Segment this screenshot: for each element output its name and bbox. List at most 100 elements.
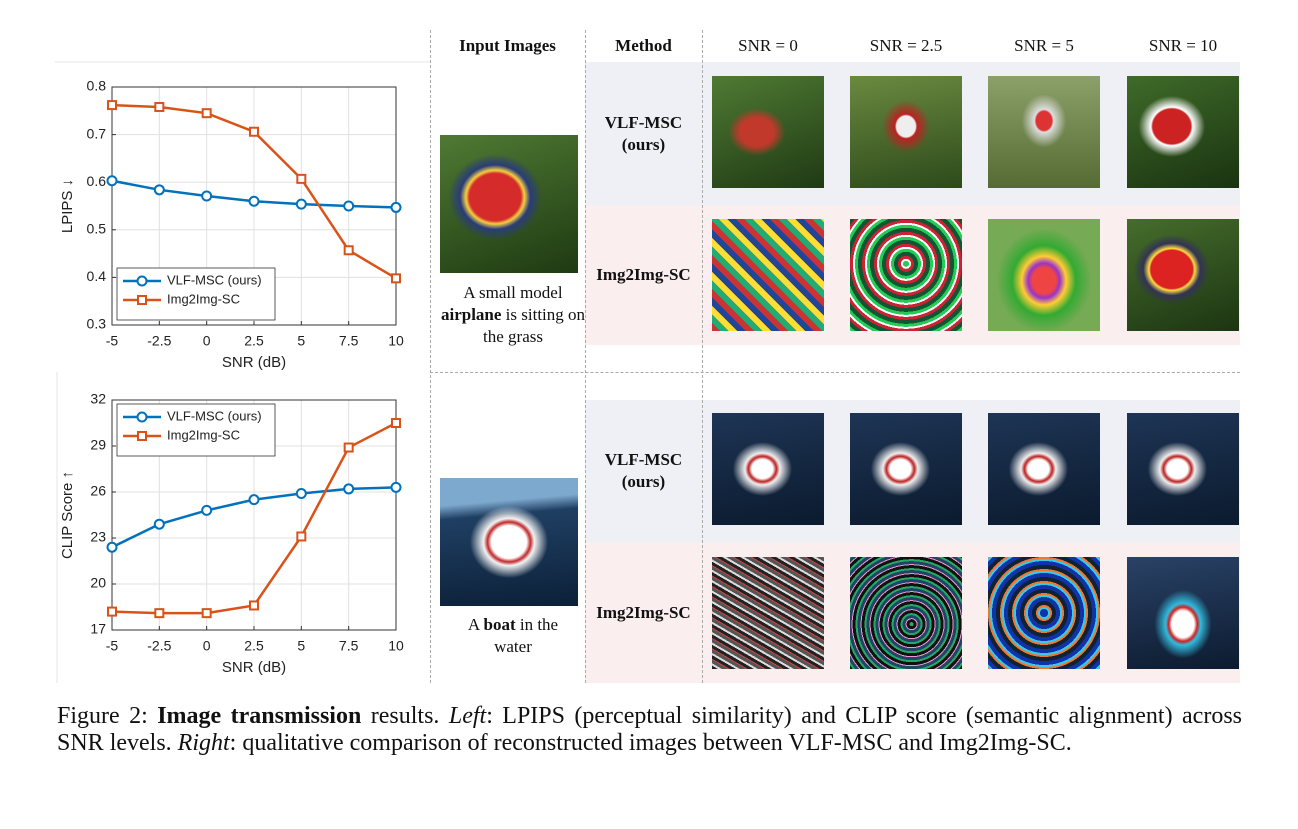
marker: [153, 184, 165, 196]
x-tick-label: -5: [106, 638, 119, 654]
legend: VLF-MSC (ours) Img2Img-SC: [116, 267, 276, 321]
caption-bold: Image transmission: [157, 703, 362, 729]
legend-label: Img2Img-SC: [167, 427, 240, 442]
marker: [295, 488, 307, 500]
caption-text: in the water: [494, 615, 559, 656]
x-tick-label: -5: [106, 333, 119, 349]
divider: [430, 372, 1240, 373]
x-tick-label: 7.5: [339, 333, 359, 349]
y-tick-label: 0.4: [87, 268, 107, 284]
x-tick-label: 7.5: [339, 638, 359, 654]
marker: [107, 606, 117, 617]
caption-italic: Left: [448, 703, 487, 729]
header: SNR = 5: [1014, 36, 1074, 55]
marker: [295, 198, 307, 210]
x-tick-label: 0: [203, 638, 211, 654]
method-cell: VLF-MSC (ours): [585, 62, 702, 205]
result-image: [988, 413, 1100, 525]
result-image: [1127, 413, 1239, 525]
y-tick-label: 0.3: [87, 316, 107, 332]
result-image: [850, 413, 962, 525]
x-tick-label: 10: [388, 333, 404, 349]
header: SNR = 10: [1148, 36, 1218, 55]
x-tick-label: 10: [388, 638, 404, 654]
legend-marker: [136, 411, 148, 423]
plot-frame: [111, 399, 397, 631]
input-image: [440, 135, 578, 273]
marker: [201, 190, 213, 202]
header: SNR = 0: [738, 36, 798, 55]
result-image: [850, 76, 962, 188]
marker: [154, 101, 165, 112]
marker: [390, 201, 402, 213]
y-tick-label: 23: [90, 529, 106, 545]
marker: [201, 504, 213, 516]
input-image: [440, 478, 578, 606]
marker: [106, 541, 118, 553]
legend: VLF-MSC (ours) Img2Img-SC: [116, 403, 276, 457]
legend-marker: [137, 431, 147, 441]
result-image: [712, 76, 824, 188]
x-axis-label: SNR (dB): [222, 659, 286, 676]
result-image: [988, 219, 1100, 331]
x-tick-label: -2.5: [147, 638, 171, 654]
marker: [343, 442, 354, 453]
caption-text: A small model: [463, 283, 563, 302]
caption-text: : qualitative comparison of reconstructe…: [229, 730, 1072, 756]
y-tick-label: 0.6: [87, 173, 107, 189]
method-label: VLF-MSC (ours): [604, 112, 683, 154]
result-image: [1127, 557, 1239, 669]
result-image: [1127, 76, 1239, 188]
y-tick-label: 0.8: [87, 78, 107, 94]
caption-text: results.: [361, 703, 449, 729]
x-tick-label: 2.5: [244, 333, 264, 349]
figure-caption: Figure 2: Image transmission results. Le…: [57, 703, 1242, 757]
marker: [106, 175, 118, 187]
divider: [585, 30, 586, 683]
input-caption: A boat in the water: [458, 614, 568, 658]
marker: [343, 245, 354, 256]
marker: [343, 483, 355, 495]
x-tick-label: 5: [297, 638, 305, 654]
x-axis-label: SNR (dB): [222, 354, 286, 371]
marker: [391, 273, 401, 284]
header: SNR = 2.5: [869, 36, 943, 55]
marker: [249, 600, 259, 611]
result-image: [850, 219, 962, 331]
marker: [296, 531, 307, 542]
method-cell: Img2Img-SC: [585, 205, 702, 345]
result-image: [988, 76, 1100, 188]
y-tick-label: 0.5: [87, 221, 107, 237]
x-tick-label: 5: [297, 333, 305, 349]
caption-bold: airplane: [440, 305, 502, 324]
x-tick-label: -2.5: [147, 333, 171, 349]
method-label: VLF-MSC (ours): [604, 450, 683, 491]
marker: [248, 195, 260, 207]
marker: [107, 100, 117, 111]
caption-text: Figure 2:: [57, 703, 158, 729]
marker: [391, 418, 401, 428]
marker: [153, 518, 165, 530]
marker: [249, 126, 259, 137]
x-tick-label: 0: [203, 333, 211, 349]
header: Method: [615, 36, 672, 55]
charts: 0.3 0.4 0.5 0.6 0.7 0.8 -5 -2.5 0 2.5 5 7.5 10 SNR (d…: [55, 61, 430, 683]
y-axis-label: LPIPS ↓: [59, 179, 76, 233]
caption-text: is sitting on the grass: [483, 305, 586, 346]
legend-label: Img2Img-SC: [167, 291, 240, 306]
marker: [201, 608, 212, 619]
method-label: Img2Img-SC: [596, 602, 691, 622]
method-label: Img2Img-SC: [596, 265, 691, 284]
marker: [390, 481, 402, 493]
input-caption: A small model airplane is sitting on the…: [438, 282, 588, 348]
divider: [702, 30, 703, 683]
marker: [201, 108, 212, 119]
y-tick-label: 32: [90, 391, 106, 407]
marker: [343, 200, 355, 212]
marker: [154, 608, 165, 619]
y-tick-label: 20: [90, 575, 106, 591]
result-image: [1127, 219, 1239, 331]
x-tick-label: 2.5: [244, 638, 264, 654]
divider: [430, 30, 431, 683]
legend-marker: [137, 295, 147, 305]
